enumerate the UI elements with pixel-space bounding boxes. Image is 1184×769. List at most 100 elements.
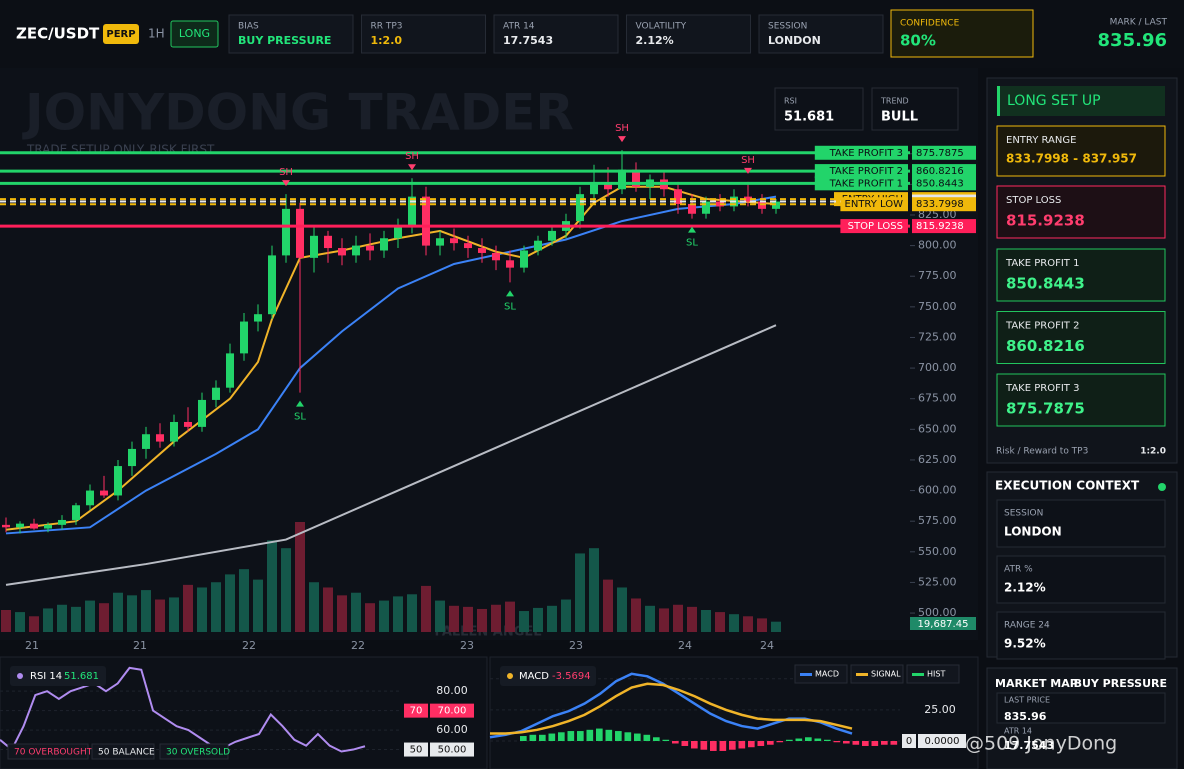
marker-arrow (744, 167, 752, 174)
legend-swatch (856, 673, 868, 676)
hist-bar (814, 738, 822, 742)
candle-body (212, 387, 220, 400)
marker-arrow (618, 136, 626, 143)
hist-bar (776, 741, 784, 743)
candle-body (114, 466, 122, 496)
volume-bar (687, 606, 697, 632)
hist-bar (805, 737, 812, 742)
level-label-box (840, 219, 908, 234)
volume-bar (701, 610, 711, 632)
target-box (996, 373, 1166, 427)
level-label-box (814, 176, 908, 191)
marker-arrow (282, 180, 290, 187)
stop-box (996, 185, 1166, 239)
confidence-box (890, 9, 1034, 58)
card-label: STOP LOSS (1006, 195, 1061, 206)
level-label: STOP LOSS (848, 221, 903, 232)
hist-bar (653, 737, 660, 742)
candle-body (170, 421, 178, 442)
hist-bar (862, 741, 869, 746)
level-label: ENTRY LOW (845, 199, 904, 210)
context-box (996, 611, 1166, 660)
stat-box (228, 14, 354, 54)
candle-body (30, 523, 38, 529)
volume-bar (519, 611, 529, 632)
volume-bar (351, 592, 361, 632)
hist-bar (748, 741, 755, 748)
hist-bar (852, 741, 860, 745)
volume-bar (533, 607, 543, 632)
legend-box (794, 664, 848, 684)
y-tick-label: 650.00 (918, 422, 957, 435)
hist-bar (738, 741, 746, 749)
candle-body (352, 245, 360, 256)
overlay-watermark: @509 JonyDong (965, 733, 1117, 755)
info-box (871, 87, 959, 131)
hist-bar (529, 734, 537, 742)
legend-swatch (800, 673, 812, 676)
context-label: LAST PRICE (1004, 696, 1050, 705)
volume-bar (491, 604, 501, 632)
hist-bar (520, 736, 527, 742)
legend-text: MACD (815, 670, 839, 679)
level-value: 860.8216 (916, 166, 964, 177)
level-label: TAKE PROFIT 3 (829, 148, 903, 159)
candle-body (450, 238, 458, 244)
stat-label: SESSION (768, 22, 807, 32)
level-tag (404, 703, 428, 718)
card-value: 850.8443 (1006, 275, 1085, 293)
level-tag (404, 742, 428, 757)
x-tick-label: 23 (460, 639, 474, 652)
volume-bar (505, 601, 515, 632)
candle-body (492, 252, 500, 261)
candle-body (772, 201, 780, 209)
level-tag (902, 734, 916, 749)
context-label: RANGE 24 (1004, 621, 1050, 631)
context-value: 9.52% (1004, 637, 1046, 651)
stat-label: BIAS (238, 22, 259, 32)
y-tick-label: 525.00 (918, 575, 957, 588)
x-tick-label: 24 (760, 639, 774, 652)
y-tick-label: 70.00 (438, 706, 467, 717)
watermark: JONYDONG TRADER (22, 84, 574, 142)
candle-body (674, 189, 682, 204)
card-value: 875.7875 (1006, 400, 1085, 418)
volume-tag (910, 617, 976, 630)
hist-bar (634, 733, 641, 742)
hist-bar (691, 741, 698, 749)
candle-body (254, 314, 262, 322)
market-bias: BUY PRESSURE (1074, 677, 1167, 690)
legend-box (850, 664, 904, 684)
y-tick-label: 575.00 (918, 514, 957, 527)
volume-bar (435, 600, 445, 632)
context-value: 2.12% (1004, 581, 1046, 595)
y-tick-label: 25.00 (924, 703, 956, 716)
candle-body (408, 196, 416, 227)
x-tick-label: 23 (569, 639, 583, 652)
level-label: TAKE PROFIT 2 (829, 166, 903, 177)
moving-average (5, 195, 777, 535)
candle-body (296, 208, 304, 258)
legend-dot (17, 673, 23, 679)
volume-bar (659, 608, 669, 632)
card-value: 815.9238 (1006, 212, 1085, 230)
rr-label: Risk / Reward to TP3 (996, 447, 1088, 457)
volume-bar (197, 587, 207, 632)
y-tick-label: 675.00 (918, 392, 957, 405)
volume-bar (253, 579, 263, 632)
candle-body (338, 248, 346, 256)
section-title: MARKET MAP (995, 677, 1078, 690)
stat-box (361, 14, 486, 54)
candle-body (744, 196, 752, 202)
candle-body (534, 240, 542, 251)
volume-bar (141, 590, 151, 632)
y-tick-label: 775.00 (918, 269, 957, 282)
level-label-box (840, 197, 908, 212)
candle-body (422, 196, 430, 246)
y-tick-label: 800.00 (918, 239, 957, 252)
x-tick-label: 21 (133, 639, 147, 652)
candle-body (58, 519, 66, 525)
level-tag (430, 703, 474, 718)
hist-bar (757, 741, 765, 746)
level-tag (430, 742, 474, 757)
